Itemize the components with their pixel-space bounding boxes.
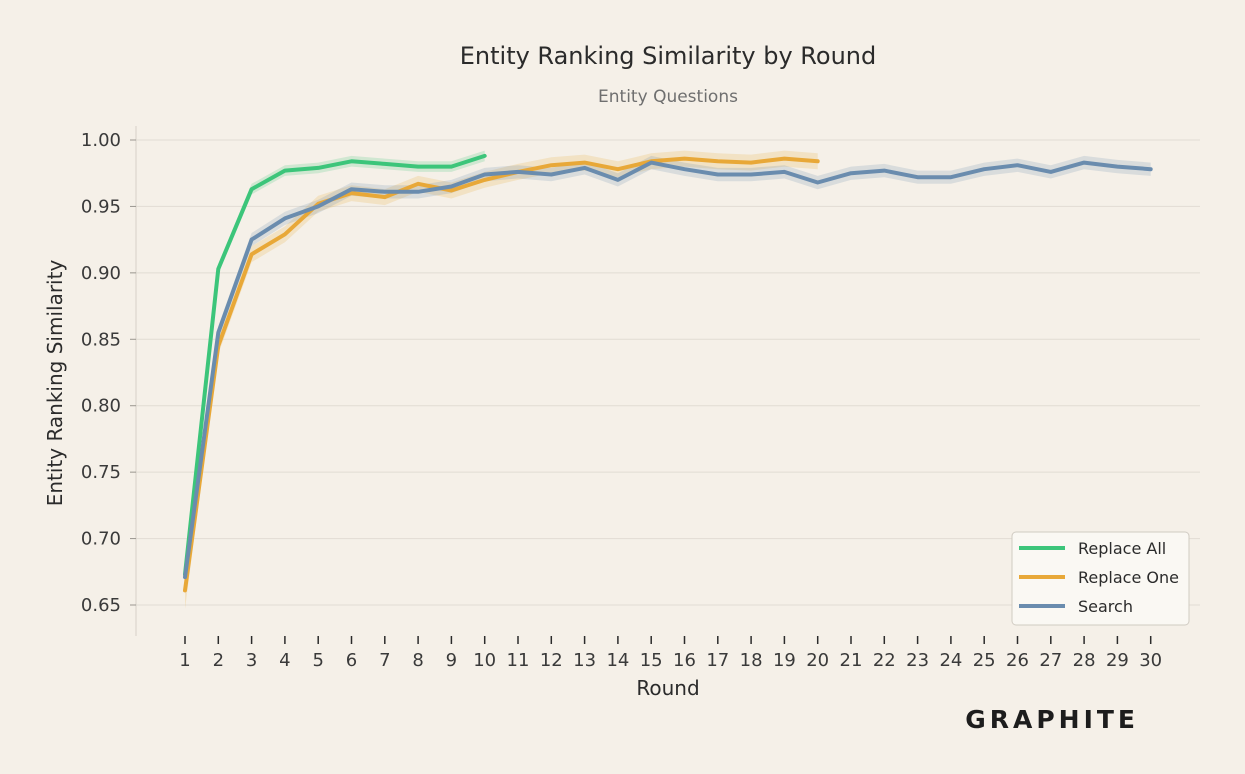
confidence-band (185, 155, 1151, 595)
x-tick-label: 2 (213, 650, 224, 671)
x-axis-label: Round (636, 676, 699, 700)
x-tick-label: 25 (973, 650, 996, 671)
brand-logo: GRAPHITE (965, 705, 1139, 734)
legend-label: Replace All (1078, 539, 1166, 558)
legend-items: Replace All Replace One Search (1019, 539, 1179, 616)
x-tick-label: 28 (1073, 650, 1096, 671)
legend-label: Replace One (1078, 568, 1179, 587)
x-tick-label: 8 (412, 650, 423, 671)
x-tick-label: 12 (540, 650, 563, 671)
y-tick-label: 0.75 (81, 462, 121, 483)
series-line (183, 153, 487, 577)
series-lines (183, 153, 1153, 593)
x-tick-label: 19 (773, 650, 796, 671)
x-tick-label: 26 (1006, 650, 1029, 671)
x-tick-label: 4 (279, 650, 290, 671)
confidence-bands (185, 150, 1151, 609)
legend: Replace All Replace One Search (1011, 531, 1190, 626)
chart-subtitle: Entity Questions (598, 87, 738, 107)
y-tick-label: 0.85 (81, 329, 121, 350)
x-tick-label: 20 (806, 650, 829, 671)
series-line (183, 156, 820, 593)
x-tick-label: 22 (873, 650, 896, 671)
x-tick-label: 21 (840, 650, 863, 671)
x-tick-label: 24 (939, 650, 962, 671)
x-tick-label: 30 (1139, 650, 1162, 671)
x-tick-label: 18 (740, 650, 763, 671)
x-tick-label: 16 (673, 650, 696, 671)
x-tick-label: 5 (312, 650, 323, 671)
y-tick-labels: 0.65 0.70 0.75 0.80 0.85 0.90 0.95 1.00 (81, 130, 136, 616)
y-axis-label: Entity Ranking Similarity (43, 260, 67, 507)
x-tick-label: 13 (573, 650, 596, 671)
x-tick-label: 11 (507, 650, 530, 671)
x-tick-label: 23 (906, 650, 929, 671)
legend-label: Search (1078, 597, 1133, 616)
x-tick-label: 17 (706, 650, 729, 671)
y-tick-label: 0.90 (81, 263, 121, 284)
x-tick-labels: 1 2 3 4 5 6 7 8 9 10 11 12 13 14 15 16 17 18 19 20 21 22 23 24 2… (179, 636, 1162, 671)
legend-box (1011, 531, 1190, 626)
x-tick-label: 7 (379, 650, 390, 671)
x-tick-label: 10 (473, 650, 496, 671)
y-tick-label: 0.70 (81, 529, 121, 550)
x-tick-label: 29 (1106, 650, 1129, 671)
x-tick-label: 27 (1039, 650, 1062, 671)
x-tick-label: 9 (446, 650, 457, 671)
x-tick-label: 15 (640, 650, 663, 671)
confidence-band (185, 150, 485, 591)
y-tick-label: 0.80 (81, 396, 121, 417)
x-tick-label: 1 (179, 650, 190, 671)
chart-title: Entity Ranking Similarity by Round (460, 42, 877, 70)
x-tick-label: 14 (606, 650, 629, 671)
y-tick-label: 1.00 (81, 130, 121, 151)
x-tick-label: 6 (346, 650, 357, 671)
y-tick-label: 0.65 (81, 595, 121, 616)
x-tick-label: 3 (246, 650, 257, 671)
series-line (183, 160, 1153, 580)
y-tick-label: 0.95 (81, 196, 121, 217)
